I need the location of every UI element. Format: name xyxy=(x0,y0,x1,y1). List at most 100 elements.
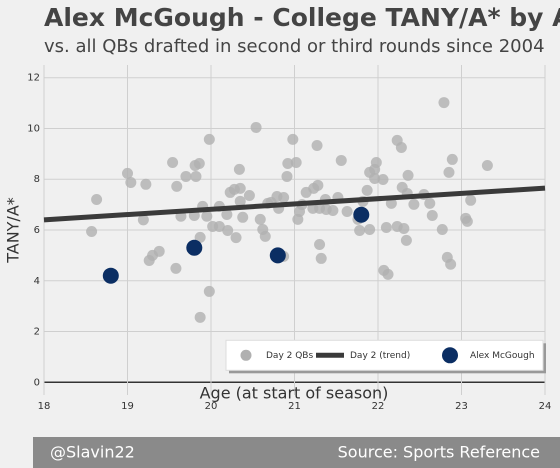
point xyxy=(380,221,392,233)
point xyxy=(443,166,455,178)
x-tick-label: 19 xyxy=(121,401,134,412)
point xyxy=(327,204,339,216)
legend-label: Day 2 QBs xyxy=(266,351,313,361)
point xyxy=(201,210,213,222)
point xyxy=(377,173,389,185)
y-axis-label: TANY/A* xyxy=(4,197,23,264)
point xyxy=(254,213,266,225)
legend-box xyxy=(225,339,544,371)
point xyxy=(194,231,206,243)
highlight-point xyxy=(353,206,370,223)
x-tick-label: 22 xyxy=(372,401,385,412)
point xyxy=(382,268,394,280)
legend-label: Alex McGough xyxy=(470,351,535,361)
point xyxy=(243,189,255,201)
x-tick-label: 24 xyxy=(539,401,552,412)
point xyxy=(194,311,206,323)
point xyxy=(424,197,436,209)
point xyxy=(315,252,327,264)
point xyxy=(221,209,233,221)
point xyxy=(438,97,450,109)
x-tick-label: 21 xyxy=(288,401,301,412)
point xyxy=(180,170,192,182)
point xyxy=(170,262,182,274)
point xyxy=(465,194,477,206)
legend: Day 2 QBs Day 2 (trend) Alex McGough xyxy=(225,339,546,374)
y-tick-label: 8 xyxy=(34,174,40,185)
point xyxy=(167,156,179,168)
footer-source: Source: Sports Reference xyxy=(338,443,540,462)
point xyxy=(122,167,133,179)
point xyxy=(213,220,225,232)
point xyxy=(203,133,215,145)
legend-swatch xyxy=(240,349,252,361)
point xyxy=(190,170,202,182)
chart-subtitle: vs. all QBs drafted in second or third r… xyxy=(44,36,545,57)
y-tick-label: 6 xyxy=(34,225,40,236)
point xyxy=(237,211,249,223)
point xyxy=(370,156,382,168)
point xyxy=(153,245,165,257)
point xyxy=(314,238,326,250)
point xyxy=(278,192,290,204)
point xyxy=(341,205,353,217)
highlight-point xyxy=(269,247,286,264)
point xyxy=(290,156,302,168)
point xyxy=(445,258,457,270)
point xyxy=(402,169,414,181)
point xyxy=(203,285,215,297)
point xyxy=(234,182,246,194)
point xyxy=(335,154,347,166)
point xyxy=(311,139,323,151)
point xyxy=(395,142,407,153)
point xyxy=(86,226,98,238)
x-axis-label: Age (at start of season) xyxy=(200,384,389,403)
point xyxy=(233,163,245,175)
point xyxy=(364,223,376,235)
footer-bar xyxy=(33,437,560,468)
point xyxy=(361,184,373,196)
legend-label: Day 2 (trend) xyxy=(350,351,410,361)
y-tick-label: 2 xyxy=(34,327,40,338)
point xyxy=(250,121,262,133)
footer-credit: @Slavin22 xyxy=(50,443,135,462)
point xyxy=(230,232,242,244)
point xyxy=(446,153,458,165)
x-tick-label: 18 xyxy=(38,401,51,412)
point xyxy=(312,179,324,191)
point xyxy=(436,223,448,235)
trend-line xyxy=(43,185,546,223)
point xyxy=(287,133,299,145)
point xyxy=(137,214,149,226)
point xyxy=(222,225,234,237)
point xyxy=(461,215,473,227)
chart-title: Alex McGough - College TANY/A* by Age xyxy=(44,3,560,32)
point xyxy=(408,198,420,210)
point xyxy=(259,230,271,242)
point xyxy=(426,210,438,222)
y-tick-label: 4 xyxy=(34,276,40,287)
point xyxy=(234,195,246,207)
point xyxy=(140,178,152,190)
point xyxy=(171,180,183,192)
point xyxy=(125,177,137,189)
point xyxy=(91,194,103,206)
legend-swatch xyxy=(442,347,458,364)
point xyxy=(282,157,294,169)
point xyxy=(400,234,412,246)
x-tick-label: 20 xyxy=(205,401,218,412)
highlight-point xyxy=(186,239,203,256)
y-tick-label: 10 xyxy=(27,123,40,134)
x-tick-label: 23 xyxy=(455,401,468,412)
highlight-point xyxy=(102,267,119,284)
y-tick-label: 0 xyxy=(34,377,40,388)
point xyxy=(354,225,366,237)
point xyxy=(481,160,493,172)
point xyxy=(385,197,397,209)
point xyxy=(369,172,381,184)
point xyxy=(281,170,293,182)
point xyxy=(193,157,205,169)
